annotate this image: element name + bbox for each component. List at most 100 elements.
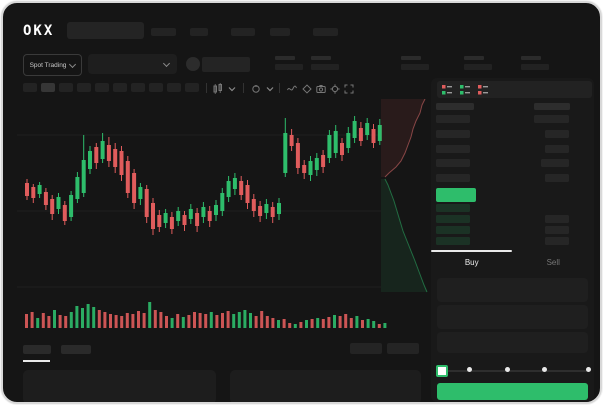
bid-amount-bar[interactable] (545, 215, 569, 223)
fullscreen-icon[interactable] (344, 84, 354, 94)
bottom-button-2[interactable] (387, 343, 419, 354)
timeframe-button-1[interactable] (23, 83, 37, 92)
bid-price-bar[interactable] (436, 237, 470, 245)
buy-button[interactable] (437, 383, 588, 400)
volume-bar (86, 304, 90, 328)
volume-bar (305, 320, 308, 328)
ask-amount-bar[interactable] (545, 144, 569, 153)
ask-amount-bar[interactable] (545, 174, 569, 182)
volume-bar (383, 323, 387, 328)
stat-label-5 (521, 56, 541, 60)
volume-bar (321, 319, 325, 328)
volume-bar (344, 314, 348, 328)
indicator-icon[interactable] (251, 84, 261, 94)
ask-amount-bar[interactable] (534, 115, 569, 123)
eraser-icon[interactable] (302, 84, 312, 94)
timeframe-button-5[interactable] (95, 83, 109, 92)
gear-icon[interactable] (330, 84, 340, 94)
candle-body (346, 133, 351, 148)
total-field[interactable] (437, 332, 588, 353)
chevron-down-icon[interactable] (265, 84, 275, 94)
candle-body (327, 135, 332, 158)
book-header-price (436, 103, 474, 110)
timeframe-button-4[interactable] (77, 83, 91, 92)
bid-price-bar[interactable] (436, 204, 470, 212)
timeframe-button-3[interactable] (59, 83, 73, 92)
chevron-down-icon[interactable] (227, 84, 237, 94)
bid-amount-bar[interactable] (545, 226, 569, 234)
bid-price-bar[interactable] (436, 215, 470, 223)
bottom-tab-2[interactable] (61, 345, 91, 354)
slider-dot-3[interactable] (542, 367, 547, 372)
candlestick-chart[interactable] (17, 99, 431, 333)
book-asks-icon[interactable] (477, 84, 489, 96)
candle-body (100, 141, 105, 159)
volume-bar (355, 316, 359, 328)
amount-slider-track[interactable] (439, 370, 589, 372)
pair-selector-dropdown[interactable] (88, 54, 177, 74)
candle-type-icon[interactable] (213, 83, 223, 94)
amount-slider-handle[interactable] (436, 365, 448, 377)
timeframe-button-7[interactable] (131, 83, 145, 92)
ask-price-bar[interactable] (436, 129, 470, 138)
nav-item-1[interactable] (151, 28, 176, 36)
tab-sell[interactable]: Sell (546, 258, 560, 267)
slider-dot-4[interactable] (586, 367, 591, 372)
stat-value-1 (275, 64, 303, 70)
volume-bar (293, 324, 297, 328)
ask-price-bar[interactable] (436, 115, 470, 123)
timeframe-button-10[interactable] (185, 83, 199, 92)
book-bids-icon[interactable] (459, 84, 471, 96)
camera-icon[interactable] (316, 84, 326, 94)
ask-price-bar[interactable] (436, 144, 470, 153)
chevron-down-icon (162, 59, 171, 67)
ask-amount-bar[interactable] (545, 129, 569, 138)
nav-item-5[interactable] (313, 28, 338, 36)
ask-amount-bar[interactable] (541, 159, 569, 168)
active-tab-underline (23, 360, 50, 362)
market-type-dropdown[interactable]: Spot Trading (23, 54, 82, 76)
bottom-button-1[interactable] (350, 343, 382, 354)
slider-dot-2[interactable] (505, 367, 510, 372)
candle-body (113, 149, 118, 167)
bottom-tab-1[interactable] (23, 345, 51, 354)
timeframe-button-8[interactable] (149, 83, 163, 92)
candle-body (50, 199, 55, 214)
bid-amount-bar[interactable] (545, 237, 569, 245)
search-input[interactable] (67, 22, 144, 39)
stat-label-4 (464, 56, 484, 60)
chevron-down-icon (69, 60, 77, 68)
timeframe-button-6[interactable] (113, 83, 127, 92)
candle-body (220, 193, 225, 211)
nav-item-4[interactable] (270, 28, 290, 36)
ask-price-bar[interactable] (436, 174, 470, 182)
candle-body (321, 155, 326, 167)
stat-value-2 (311, 64, 339, 70)
candle-body (214, 205, 218, 215)
volume-bar (299, 322, 303, 328)
last-price-row[interactable] (436, 188, 476, 202)
slider-dot-1[interactable] (467, 367, 472, 372)
timeframe-button-2[interactable] (41, 83, 55, 92)
bid-price-bar[interactable] (436, 226, 470, 234)
volume-bar (170, 318, 174, 328)
nav-item-2[interactable] (190, 28, 208, 36)
tab-buy[interactable]: Buy (464, 258, 479, 267)
volume-bar (333, 315, 336, 328)
ask-price-bar[interactable] (436, 159, 470, 168)
price-field[interactable] (437, 278, 588, 302)
candle-body (144, 189, 149, 217)
timeframe-button-9[interactable] (167, 83, 181, 92)
volume-bar (109, 314, 112, 328)
book-both-icon[interactable] (441, 84, 453, 96)
volume-bar (377, 324, 381, 328)
depth-asks-line (384, 99, 426, 178)
amount-field[interactable] (437, 305, 588, 329)
line-tool-icon[interactable] (287, 84, 297, 94)
candle-body (333, 131, 338, 153)
candle-body (308, 161, 313, 175)
orderbook-trade-panel: Buy Sell (431, 78, 594, 402)
volume-bar (165, 316, 168, 328)
nav-item-3[interactable] (231, 28, 255, 36)
volume-bar (69, 312, 73, 328)
